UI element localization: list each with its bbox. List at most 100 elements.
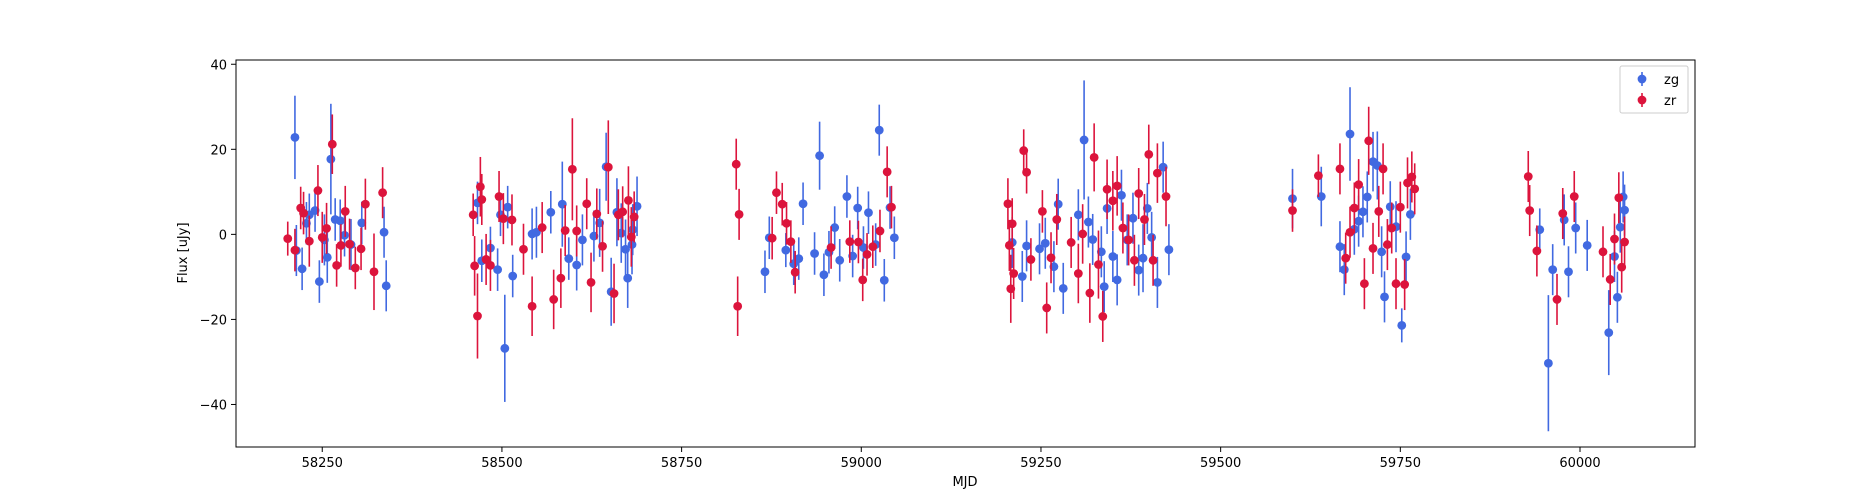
- data-point: [381, 281, 391, 291]
- data-point: [473, 311, 482, 321]
- x-tick-label: 58250: [302, 456, 343, 471]
- plot-area: [283, 80, 1629, 432]
- data-point: [290, 245, 300, 255]
- data-point: [340, 206, 350, 216]
- data-point: [1564, 267, 1573, 277]
- data-point: [862, 249, 872, 259]
- data-point: [623, 273, 633, 283]
- data-point: [290, 133, 300, 142]
- data-point: [1140, 215, 1149, 224]
- data-point: [794, 254, 804, 264]
- data-point: [609, 289, 619, 298]
- data-point: [1147, 232, 1157, 242]
- data-point: [624, 195, 633, 205]
- data-point: [1099, 282, 1109, 292]
- legend-box: [1619, 65, 1689, 114]
- data-point: [1073, 269, 1083, 278]
- data-point: [772, 188, 781, 198]
- data-point: [1118, 223, 1128, 233]
- data-point: [835, 255, 845, 265]
- data-point: [470, 261, 480, 271]
- data-point: [868, 242, 878, 252]
- data-point: [345, 239, 354, 249]
- data-point: [369, 267, 379, 277]
- data-point: [1038, 206, 1047, 216]
- data-point: [556, 273, 566, 283]
- legend-item-zr: zr: [1637, 93, 1677, 109]
- data-point: [1112, 181, 1122, 191]
- data-point: [494, 192, 504, 201]
- data-point: [1335, 242, 1345, 252]
- data-point: [1053, 199, 1063, 209]
- data-point: [790, 267, 800, 277]
- data-point: [1614, 193, 1624, 203]
- data-point: [1046, 253, 1056, 263]
- data-point: [1615, 222, 1625, 232]
- data-point: [1525, 206, 1535, 215]
- data-point: [317, 232, 327, 242]
- data-point: [1042, 303, 1052, 313]
- data-point: [592, 209, 602, 219]
- data-point: [332, 261, 342, 270]
- data-point: [1138, 253, 1148, 263]
- data-point: [356, 244, 366, 254]
- data-point: [519, 244, 528, 254]
- data-point: [1380, 292, 1389, 302]
- data-point: [1035, 244, 1044, 254]
- data-point: [1349, 203, 1359, 213]
- legend-label: zr: [1664, 94, 1677, 109]
- data-point: [1354, 180, 1364, 190]
- x-axis: 58250 58500 58750 59000 59250 59500 59750 60000: [302, 447, 1601, 471]
- data-point: [493, 265, 503, 275]
- data-point: [477, 195, 487, 204]
- data-point: [500, 343, 510, 353]
- data-point: [1079, 135, 1089, 145]
- data-point: [327, 139, 337, 149]
- data-point: [304, 236, 314, 246]
- data-point: [1569, 192, 1579, 201]
- data-point: [1345, 129, 1355, 139]
- data-point: [1161, 192, 1171, 201]
- data-point: [297, 264, 307, 274]
- y-axis: −40 −20 0 20 40: [200, 58, 236, 413]
- data-point: [1364, 136, 1374, 146]
- data-point: [1117, 190, 1126, 200]
- data-point: [1085, 288, 1095, 298]
- data-point: [1129, 255, 1139, 265]
- data-point: [1152, 278, 1162, 287]
- x-tick-label: 59500: [1200, 456, 1241, 471]
- data-point: [842, 192, 852, 201]
- y-axis-label: Flux [uJy]: [176, 222, 191, 283]
- y-tick-label: 40: [210, 58, 227, 73]
- data-point: [889, 233, 899, 243]
- data-point: [1112, 275, 1122, 285]
- data-point: [1007, 219, 1017, 229]
- data-point: [1313, 171, 1323, 181]
- x-tick-label: 59250: [1020, 456, 1061, 471]
- data-point: [819, 270, 829, 280]
- data-point: [826, 243, 836, 252]
- data-point: [1382, 240, 1392, 249]
- data-point: [1084, 217, 1093, 227]
- data-point: [1148, 255, 1158, 265]
- data-point: [858, 275, 868, 285]
- data-point: [1604, 328, 1614, 338]
- data-point: [468, 210, 478, 220]
- data-point: [781, 245, 791, 255]
- data-point: [549, 295, 559, 304]
- data-point: [335, 216, 345, 226]
- data-point: [546, 207, 556, 217]
- data-point: [1078, 229, 1088, 239]
- data-point: [618, 207, 628, 217]
- data-point: [1405, 209, 1415, 219]
- data-point: [357, 218, 367, 228]
- data-point: [299, 208, 308, 218]
- data-point: [786, 237, 796, 246]
- data-point: [1354, 216, 1364, 226]
- data-point: [1543, 358, 1553, 368]
- data-point: [1288, 206, 1297, 215]
- data-point: [733, 301, 743, 311]
- x-tick-label: 58750: [661, 456, 702, 471]
- data-point: [1134, 189, 1144, 198]
